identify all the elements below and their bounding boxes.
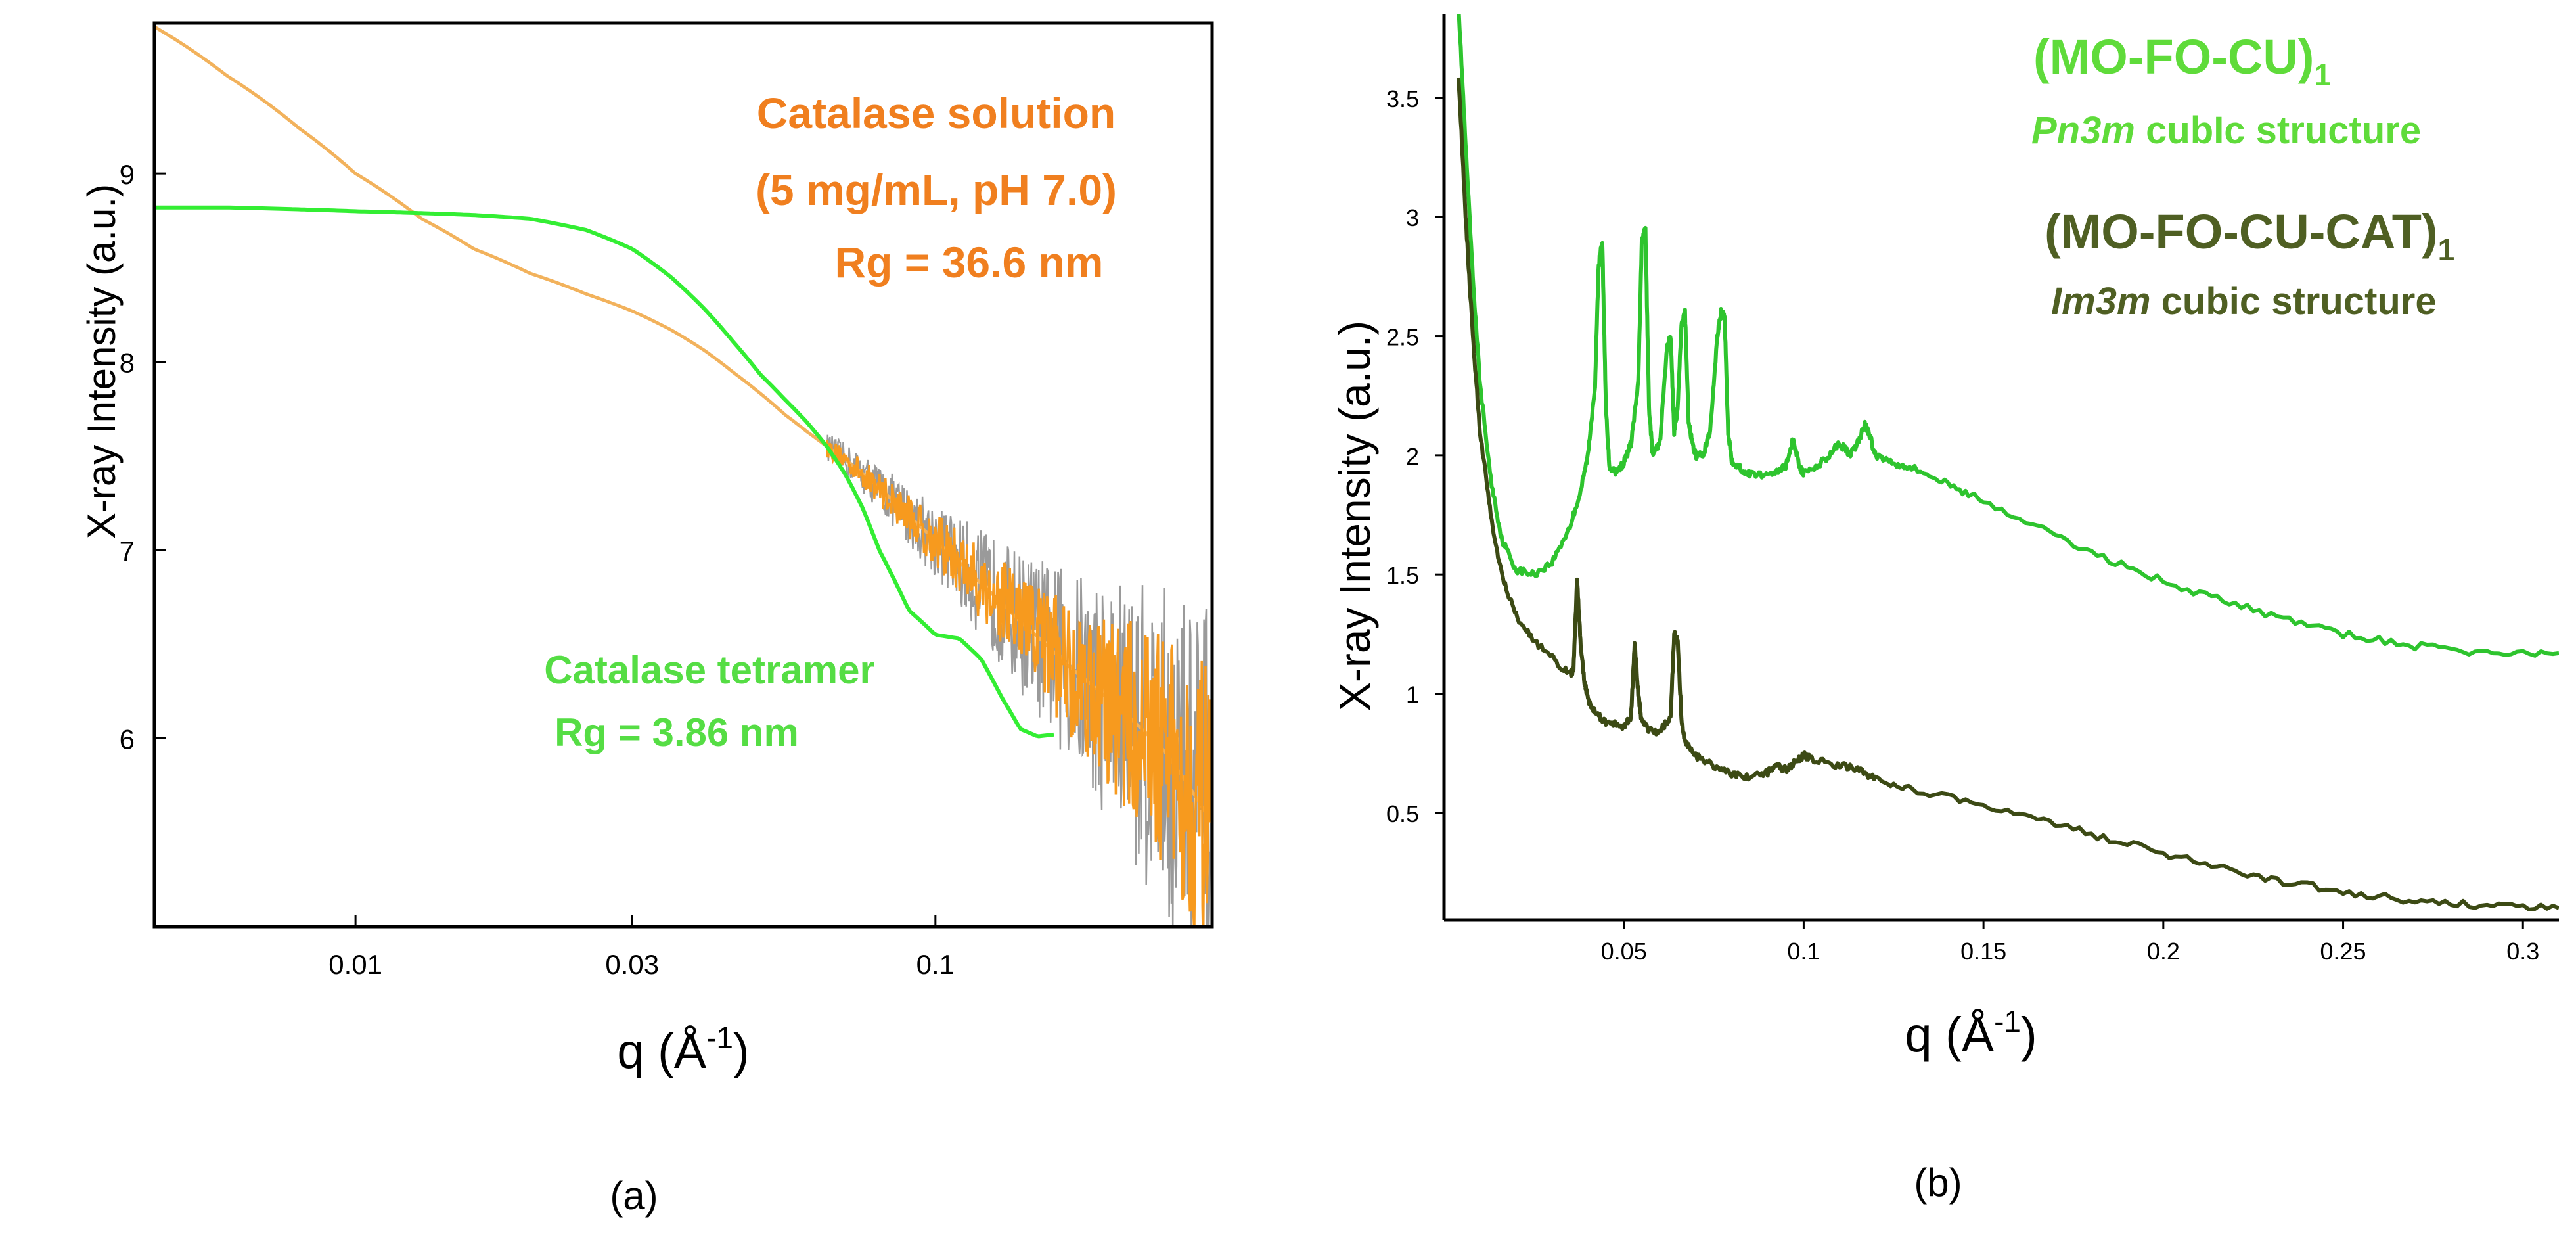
panel-b-x-tick-label: 0.2 <box>2147 938 2180 965</box>
panel-a-x-tick-label: 0.1 <box>916 949 955 980</box>
panel-a-y-tick-label: 8 <box>120 348 135 379</box>
panel-b-y-tick-label: 1 <box>1406 681 1419 708</box>
legend-series2-name: (MO-FO-CU-CAT)1 <box>2045 204 2454 267</box>
panel-b-label: (b) <box>1914 1161 1962 1205</box>
panel-a-y-tick-label: 7 <box>120 536 135 566</box>
panel-b-y-tick-label: 3.5 <box>1386 85 1419 112</box>
panel-a-x-axis-label: q (Å-1) <box>617 1021 749 1078</box>
series-catalase-solution-noise <box>825 440 1212 927</box>
panel-a-frame <box>152 21 1214 929</box>
panel-b-x-axis-label: q (Å-1) <box>1905 1004 2037 1062</box>
annotation-solution-rg: Rg = 36.6 nm <box>835 238 1104 287</box>
panel-b-x-tick-label: 0.3 <box>2506 938 2539 965</box>
annotation-solution-conditions: (5 mg/mL, pH 7.0) <box>756 166 1117 214</box>
series-catalase-tetramer-line <box>154 205 1054 739</box>
panel-b-y-tick-label: 3 <box>1406 204 1419 231</box>
panel-b-x-tick-label: 0.15 <box>1960 938 2006 965</box>
legend-series1-structure: Pn3m cubIc structure <box>2031 109 2421 152</box>
series-mo-fo-cu-cat-line <box>1456 77 2559 911</box>
panel-b-y-tick-label: 0.5 <box>1386 800 1419 827</box>
panel-b-y-axis-label: X-ray Intensity (a.u.) <box>1330 321 1379 711</box>
panel-b-y-tick-label: 2.5 <box>1386 324 1419 351</box>
legend-series2-structure: Im3m cubic structure <box>2051 280 2437 323</box>
panel-a-x-tick-label: 0.03 <box>605 949 659 980</box>
panel-a: 6 7 8 9 0.01 0.03 0.1 X-ray Intensity (a.u.) q… <box>79 21 1214 1218</box>
panel-a-y-tick-label: 6 <box>120 724 135 755</box>
panel-b-legend: (MO-FO-CU)1 Pn3m cubIc structure (MO-FO-… <box>2031 30 2454 323</box>
panel-a-label: (a) <box>610 1174 658 1218</box>
annotation-solution-title: Catalase solution <box>757 89 1116 137</box>
panel-b-x-tick-label: 0.1 <box>1787 938 1820 965</box>
panel-a-y-tick-label: 9 <box>120 159 135 190</box>
panel-b-x-tick-label: 0.05 <box>1601 938 1647 965</box>
annotation-tetramer-title: Catalase tetramer <box>544 648 875 692</box>
series-catalase-solution-line <box>154 25 1212 824</box>
panel-a-x-tick-label: 0.01 <box>328 949 382 980</box>
panel-b-y-tick-label: 1.5 <box>1386 562 1419 589</box>
panel-b-x-tick-label: 0.25 <box>2320 938 2366 965</box>
panel-b: 0.5 1 1.5 2 2.5 3 3.5 0.05 0.1 0.15 0.2 0.25 0.3 X-r… <box>1330 14 2559 1205</box>
annotation-tetramer-rg: Rg = 3.86 nm <box>554 710 799 754</box>
panel-b-y-tick-label: 2 <box>1406 443 1419 470</box>
legend-series1-name: (MO-FO-CU)1 <box>2033 30 2331 92</box>
series-mo-fo-cu-line <box>1457 14 2559 658</box>
panel-a-y-axis-label: X-ray Intensity (a.u.) <box>79 184 124 539</box>
